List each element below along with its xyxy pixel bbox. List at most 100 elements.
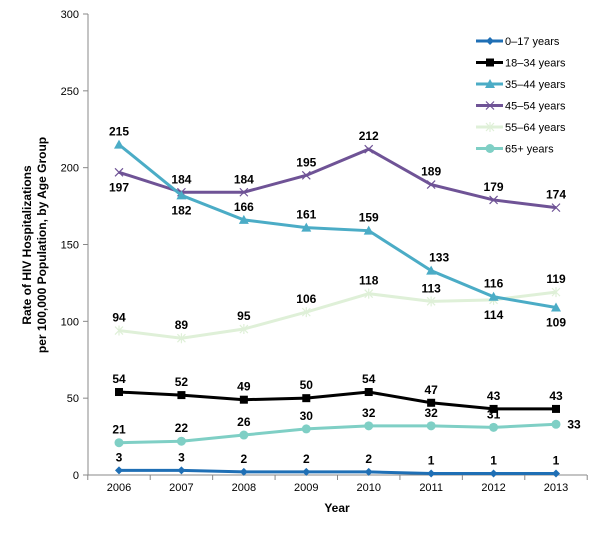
data-label: 184 <box>234 172 254 186</box>
legend-label: 55–64 years <box>505 122 566 134</box>
data-point <box>239 467 248 476</box>
x-axis-label: Year <box>324 501 350 515</box>
x-tick-label: 2012 <box>481 482 505 494</box>
data-label: 1 <box>428 453 435 467</box>
data-point <box>551 203 561 213</box>
data-point <box>176 190 187 200</box>
data-point <box>426 180 436 189</box>
series-3: 197 184 184 195 212 189 179 174 <box>109 129 566 213</box>
data-point <box>114 325 124 336</box>
legend-label: 45–54 years <box>505 101 566 113</box>
series-line <box>118 290 557 340</box>
data-point <box>364 467 373 476</box>
data-point <box>114 139 124 149</box>
x-tick-label: 2013 <box>544 482 568 494</box>
data-label: 49 <box>237 380 251 394</box>
data-point <box>114 167 124 177</box>
data-label: 32 <box>362 406 376 420</box>
series-line <box>119 468 556 475</box>
data-point <box>239 187 249 197</box>
legend-item: 65+ years <box>476 144 554 156</box>
data-label: 2 <box>365 452 372 466</box>
data-label: 22 <box>175 421 189 435</box>
data-label: 184 <box>171 172 191 186</box>
data-label: 197 <box>109 180 129 194</box>
data-point <box>552 404 560 413</box>
data-label: 212 <box>359 129 379 143</box>
data-label: 195 <box>296 155 316 169</box>
data-point <box>177 391 186 400</box>
data-label: 43 <box>549 389 563 403</box>
data-label: 116 <box>484 277 504 291</box>
data-label: 159 <box>359 211 379 225</box>
data-label: 89 <box>175 318 189 332</box>
data-point <box>489 195 498 205</box>
data-label: 54 <box>362 372 376 386</box>
series-line <box>118 390 556 411</box>
data-label: 21 <box>112 423 126 437</box>
data-point <box>238 214 249 224</box>
data-label: 52 <box>175 375 189 389</box>
data-label: 166 <box>234 200 254 214</box>
data-point <box>115 466 123 475</box>
data-label: 215 <box>109 125 129 139</box>
data-point <box>364 388 373 397</box>
legend-item: 35–44 years <box>476 79 566 91</box>
data-point <box>426 421 436 431</box>
data-label: 50 <box>300 378 314 392</box>
data-point <box>552 469 560 478</box>
data-point <box>302 467 311 476</box>
data-label: 119 <box>546 272 566 286</box>
series-line <box>118 422 557 445</box>
data-point <box>302 394 311 403</box>
legend-marker <box>485 79 495 88</box>
data-point <box>364 288 374 299</box>
data-point <box>427 398 436 407</box>
data-point <box>426 296 436 307</box>
legend-item: 0–17 years <box>476 36 560 48</box>
series-line <box>118 147 557 210</box>
legend-item: 45–54 years <box>476 101 566 113</box>
data-point <box>239 324 249 335</box>
data-label: 33 <box>567 417 581 431</box>
y-tick-label: 0 <box>73 470 79 482</box>
data-point <box>177 333 186 344</box>
data-label: 114 <box>484 308 504 322</box>
y-tick-label: 100 <box>61 316 79 328</box>
data-label: 30 <box>300 409 314 423</box>
series-1: 54 52 49 50 54 47 43 43 <box>112 372 563 413</box>
data-point <box>301 222 312 232</box>
data-label: 3 <box>116 450 123 464</box>
x-tick-label: 2007 <box>169 482 193 494</box>
data-label: 182 <box>171 203 191 217</box>
series-2: 215 182 166 161 159 133 116 109 <box>109 125 566 330</box>
legend-item: 18–34 years <box>476 58 566 70</box>
legend-marker <box>486 58 494 67</box>
data-label: 179 <box>484 180 504 194</box>
data-label: 94 <box>112 311 126 325</box>
data-label: 1 <box>490 453 497 467</box>
data-point <box>363 225 374 235</box>
data-label: 47 <box>424 383 438 397</box>
data-point <box>301 424 311 434</box>
data-label: 161 <box>296 208 316 222</box>
y-tick-label: 250 <box>61 86 79 98</box>
data-point <box>489 404 498 413</box>
data-label: 1 <box>553 453 560 467</box>
data-point <box>176 436 186 446</box>
data-label: 95 <box>237 309 251 323</box>
data-point <box>177 466 186 475</box>
data-label: 2 <box>241 452 248 466</box>
data-label: 106 <box>296 292 316 306</box>
y-tick-label: 300 <box>61 9 79 21</box>
y-tick-label: 50 <box>67 393 79 405</box>
series-0: 3 3 2 2 2 1 1 1 <box>115 450 560 478</box>
data-point <box>427 469 436 478</box>
series-line <box>118 143 557 309</box>
data-point <box>239 395 248 404</box>
data-point <box>489 469 498 478</box>
data-label: 189 <box>421 165 441 179</box>
data-point <box>488 291 499 301</box>
